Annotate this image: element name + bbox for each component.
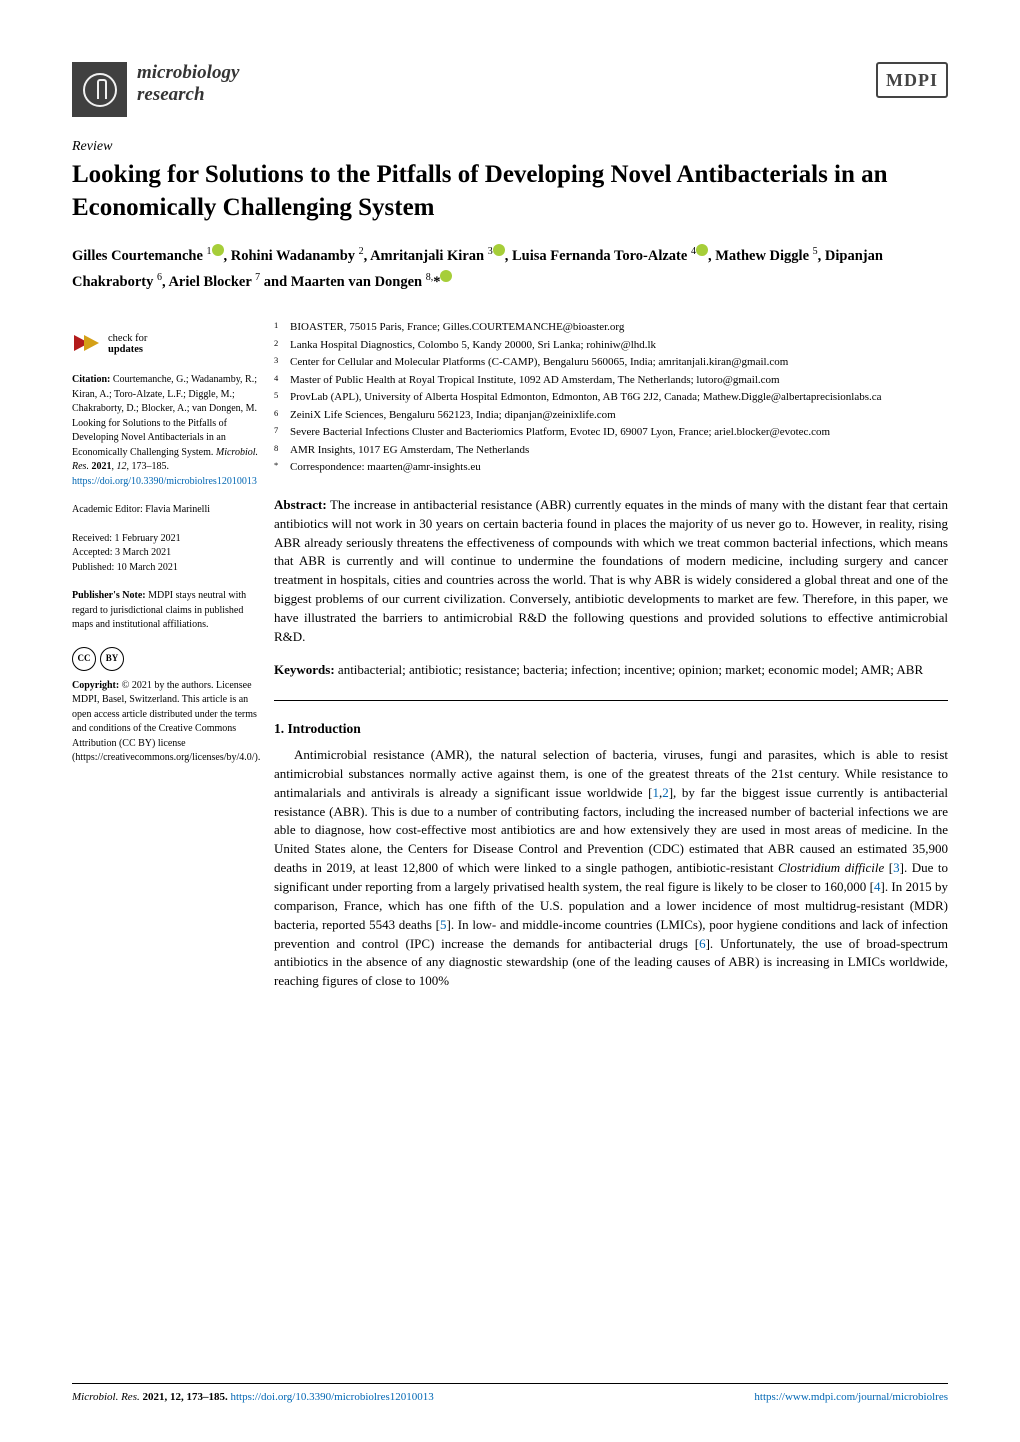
citation-year: 2021	[91, 461, 111, 472]
section-divider	[274, 700, 948, 701]
affiliation-6: 6ZeiniX Life Sciences, Bengaluru 562123,…	[274, 407, 948, 424]
affiliation-2: 2Lanka Hospital Diagnostics, Colombo 5, …	[274, 337, 948, 354]
author-list: Gilles Courtemanche 1, Rohini Wadanamby …	[72, 242, 948, 293]
copyright-text: © 2021 by the authors. Licensee MDPI, Ba…	[72, 680, 260, 764]
orcid-icon[interactable]	[440, 270, 452, 282]
dates-block: Received: 1 February 2021 Accepted: 3 Ma…	[72, 532, 258, 576]
date-published: Published: 10 March 2021	[72, 561, 258, 576]
abstract: Abstract: The increase in antibacterial …	[274, 496, 948, 647]
article-title: Looking for Solutions to the Pitfalls of…	[72, 159, 948, 224]
cc-icon: CC	[72, 647, 96, 671]
affiliation-4: 4Master of Public Health at Royal Tropic…	[274, 372, 948, 389]
sidebar: check for updates Citation: Courtemanche…	[72, 319, 258, 991]
affiliation-8: 8AMR Insights, 1017 EG Amsterdam, The Ne…	[274, 442, 948, 459]
copyright-block: Copyright: © 2021 by the authors. Licens…	[72, 679, 258, 766]
check-updates-label: check for updates	[108, 333, 147, 356]
pubnote-label: Publisher's Note:	[72, 590, 146, 601]
footer-doi-link[interactable]: https://doi.org/10.3390/microbiolres1201…	[230, 1391, 433, 1403]
page-header: microbiology research MDPI	[72, 62, 948, 117]
copyright-label: Copyright:	[72, 680, 119, 691]
footer-meta: 2021, 12, 173–185.	[140, 1391, 231, 1403]
affiliation-3: 3Center for Cellular and Molecular Platf…	[274, 354, 948, 371]
citation-text: Courtemanche, G.; Wadanamby, R.; Kiran, …	[72, 374, 257, 458]
affiliation-5: 5ProvLab (APL), University of Alberta Ho…	[274, 389, 948, 406]
abstract-text: The increase in antibacterial resistance…	[274, 497, 948, 644]
journal-name-line1: microbiology	[137, 62, 239, 83]
journal-name: microbiology research	[137, 62, 239, 106]
page-footer: Microbiol. Res. 2021, 12, 173–185. https…	[72, 1383, 948, 1406]
date-received: Received: 1 February 2021	[72, 532, 258, 547]
correspondence: *Correspondence: maarten@amr-insights.eu	[274, 459, 948, 476]
citation-label: Citation:	[72, 374, 110, 385]
orcid-icon[interactable]	[212, 244, 224, 256]
citation-volume: 12	[116, 461, 126, 472]
mdpi-logo: MDPI	[876, 62, 948, 98]
citation-pages: , 173–185.	[126, 461, 169, 472]
check-updates-badge[interactable]: check for updates	[72, 329, 258, 359]
abstract-label: Abstract:	[274, 497, 327, 512]
check-updates-icon	[72, 329, 102, 359]
footer-journal-link[interactable]: https://www.mdpi.com/journal/microbiolre…	[754, 1391, 948, 1403]
affiliation-1: 1BIOASTER, 75015 Paris, France; Gilles.C…	[274, 319, 948, 336]
cc-license-badge[interactable]: CC BY	[72, 647, 258, 671]
affiliations: 1BIOASTER, 75015 Paris, France; Gilles.C…	[274, 319, 948, 476]
article-type: Review	[72, 137, 948, 157]
orcid-icon[interactable]	[493, 244, 505, 256]
intro-paragraph: Antimicrobial resistance (AMR), the natu…	[274, 746, 948, 991]
keywords: Keywords: antibacterial; antibiotic; res…	[274, 661, 948, 680]
orcid-icon[interactable]	[696, 244, 708, 256]
journal-icon	[72, 62, 127, 117]
editor-block: Academic Editor: Flavia Marinelli	[72, 503, 258, 518]
journal-logo: microbiology research	[72, 62, 239, 117]
section-heading: 1. Introduction	[274, 719, 948, 739]
species-name: Clostridium difficile	[778, 860, 884, 875]
citation-doi-link[interactable]: https://doi.org/10.3390/microbiolres1201…	[72, 476, 257, 487]
keywords-text: antibacterial; antibiotic; resistance; b…	[338, 662, 923, 677]
affiliation-7: 7Severe Bacterial Infections Cluster and…	[274, 424, 948, 441]
keywords-label: Keywords:	[274, 662, 335, 677]
footer-left: Microbiol. Res. 2021, 12, 173–185. https…	[72, 1390, 434, 1406]
citation-block: Citation: Courtemanche, G.; Wadanamby, R…	[72, 373, 258, 489]
footer-journal: Microbiol. Res.	[72, 1391, 140, 1403]
main-column: 1BIOASTER, 75015 Paris, France; Gilles.C…	[274, 319, 948, 991]
date-accepted: Accepted: 3 March 2021	[72, 546, 258, 561]
by-icon: BY	[100, 647, 124, 671]
journal-name-line2: research	[137, 84, 205, 105]
publishers-note: Publisher's Note: MDPI stays neutral wit…	[72, 589, 258, 633]
footer-right: https://www.mdpi.com/journal/microbiolre…	[754, 1390, 948, 1406]
ref-link-1[interactable]: 1	[652, 785, 659, 800]
